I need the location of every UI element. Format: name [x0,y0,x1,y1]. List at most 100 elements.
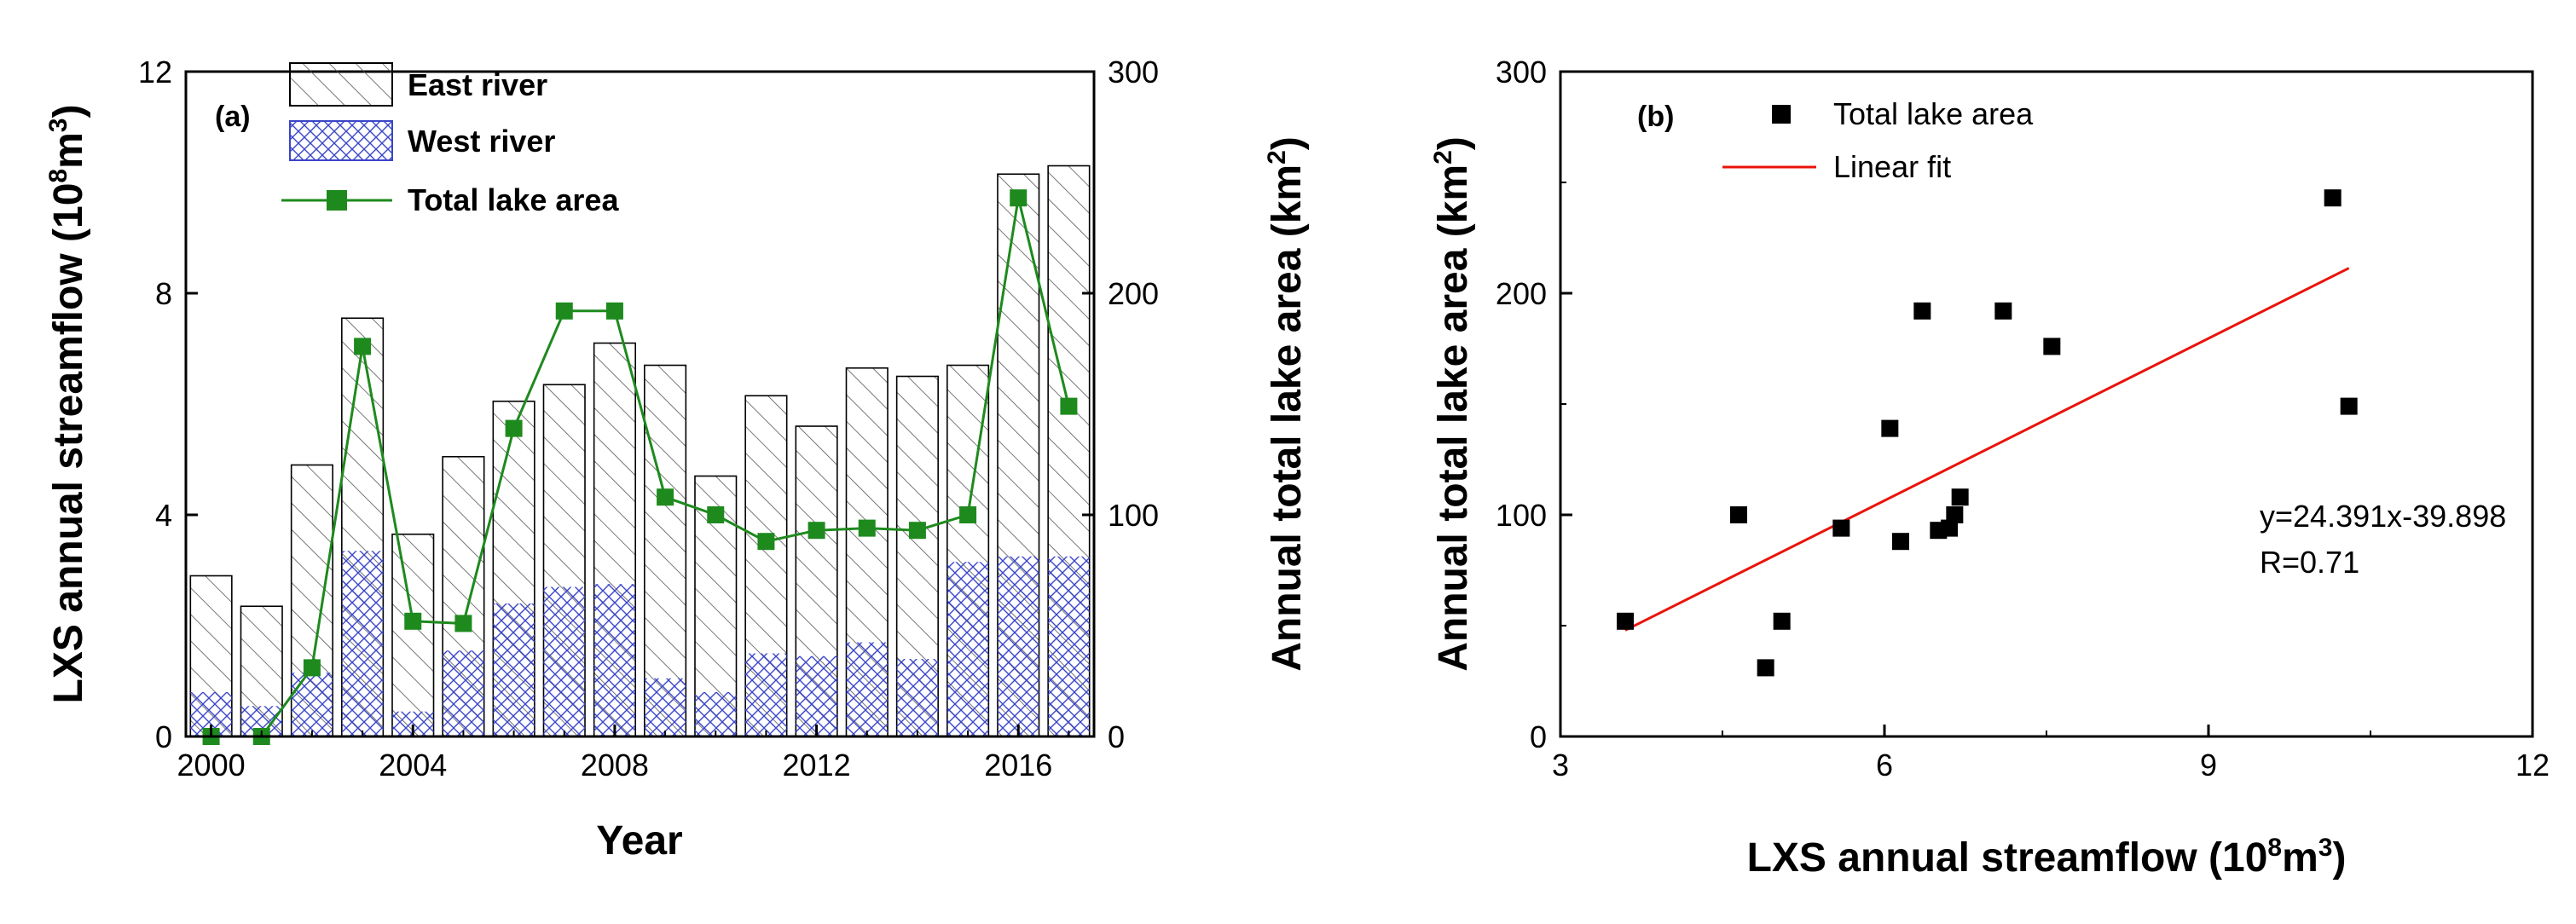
scatter-point-1 [1730,506,1747,523]
west-river-bar-2003 [341,551,384,736]
y-left-tick-label-12: 12 [138,55,172,90]
x-tick-label-3: 3 [1552,748,1569,783]
panel-a-ylabel-right-sup: 2 [1263,150,1291,165]
lake-area-marker-2006 [505,419,523,437]
panel-b-frame [1559,70,2534,738]
fit-equation: y=24.391x-39.898 [2260,499,2506,534]
lake-area-marker-2003 [354,338,372,355]
lake-area-marker-2009 [657,488,674,506]
panel-a-ylabel-right-suffix: ) [1265,136,1310,150]
scatter-points [1617,189,2358,677]
y-right-tick-label-0: 0 [1108,719,1125,754]
x-tick-label-2008: 2008 [581,748,649,783]
legend-scatter-marker [1772,105,1791,124]
scatter-point-11 [1951,488,1969,506]
panel-a-legend: East river West river Total lake area [281,62,619,217]
x-tick-label-6: 6 [1876,748,1893,783]
west-river-bar-2016 [997,556,1039,736]
x-tick-label-2000: 2000 [177,748,246,783]
west-river-bar-2009 [644,678,686,736]
east-river-bar-2009 [644,364,687,737]
lake-area-marker-2005 [454,615,472,632]
y-tick-label-300: 300 [1496,55,1547,90]
west-river-bar-2013 [846,642,889,736]
lake-area-marker-2014 [908,522,926,540]
legend-east-swatch [289,62,393,107]
y-tick-label-100: 100 [1496,498,1547,533]
scatter-point-10 [1946,506,1964,523]
y-right-tick-label-200: 200 [1108,276,1159,311]
panel-b-ylabel-suffix: ) [1431,136,1476,150]
lake-area-marker-2013 [858,519,876,537]
west-river-bar-2008 [593,584,636,736]
panel-a-label: (a) [215,101,251,133]
scatter-point-14 [2324,189,2342,207]
y-left-tick-label-8: 8 [155,276,172,311]
panel-a-ylabel-left-prefix: LXS annual streamflow (10 [46,183,91,704]
west-river-bar-2012 [796,655,837,736]
panel-b-xlabel-sup1: 8 [2267,834,2282,862]
panel-b-ylabel-sup: 2 [1429,150,1457,165]
y-left-tick-label-4: 4 [155,498,172,533]
scatter-point-6 [1892,533,1909,551]
panel-a-ylabel-left-suffix: ) [46,105,91,118]
lake-area-marker-2008 [605,302,623,320]
panel-a-ylabel-right: Annual total lake area (km2) [1263,136,1310,672]
scatter-point-5 [1881,419,1899,437]
y-left-tick-label-0: 0 [155,719,172,754]
panel-a-frame [184,70,1096,738]
panel-b-label: (b) [1637,101,1674,133]
lake-area-markers [202,189,1078,745]
panel-b-chart: 3 6 9 12 0 100 200 300 (b) Total lake area Line… [1429,55,2550,881]
lake-area-marker-2017 [1060,397,1078,415]
scatter-point-12 [1994,302,2012,320]
west-river-bar-2011 [745,653,787,736]
panel-a-ylabel-left-mid: m [46,132,91,169]
lake-area-marker-2010 [707,506,725,523]
lake-area-marker-2002 [303,659,321,677]
scatter-point-13 [2043,338,2061,355]
panel-a-ylabel-left-sup1: 8 [44,169,72,183]
lake-area-marker-2016 [1010,189,1028,207]
scatter-point-15 [2340,397,2358,415]
legend-west-label: West river [408,124,555,159]
panel-a-ylabel-right-prefix: Annual total lake area (km [1265,165,1310,672]
fit-r-value: R=0.71 [2260,545,2359,580]
lake-area-marker-2004 [404,612,422,630]
x-tick-label-2016: 2016 [984,748,1052,783]
bars-group [189,165,1091,737]
scatter-point-9 [1941,519,1958,537]
west-river-bar-2010 [694,692,737,736]
west-river-bar-2006 [493,603,535,736]
y-tick-label-0: 0 [1530,719,1547,754]
west-river-bar-2017 [1048,556,1090,736]
y-right-tick-label-100: 100 [1108,498,1159,533]
panel-a-ylabel-left-sup2: 3 [44,118,72,133]
west-river-bar-2002 [291,673,333,736]
x-tick-label-2012: 2012 [783,748,851,783]
panel-b-xlabel-prefix: LXS annual streamflow (10 [1747,835,2268,881]
legend-fit-label: Linear fit [1833,149,1951,184]
legend-west-swatch [289,120,393,161]
west-river-bar-2007 [543,586,586,736]
y-right-tick-label-300: 300 [1108,55,1159,90]
y-tick-label-200: 200 [1496,276,1547,311]
panel-b-ticks: 3 6 9 12 0 100 200 300 [1496,55,2550,783]
lake-area-marker-2015 [959,506,977,523]
panel-b-xlabel: LXS annual streamflow (108m3) [1747,834,2347,881]
scatter-point-0 [1617,612,1634,630]
lake-area-marker-2011 [757,533,775,551]
scatter-point-7 [1913,302,1931,320]
legend-lake-label: Total lake area [408,182,619,217]
lake-area-marker-2012 [808,522,825,540]
west-river-bar-2005 [443,650,484,736]
panel-a-ylabel-left: LXS annual streamflow (108m3) [44,105,91,704]
panel-b-ylabel: Annual total lake area (km2) [1429,136,1476,672]
scatter-point-3 [1773,612,1791,630]
panel-a-ticks: 2000 2004 2008 2012 2016 0 4 8 12 0 100 200 300 [138,55,1159,783]
west-river-bar-2015 [946,562,989,736]
scatter-point-4 [1832,519,1850,537]
x-tick-label-12: 12 [2515,748,2550,783]
